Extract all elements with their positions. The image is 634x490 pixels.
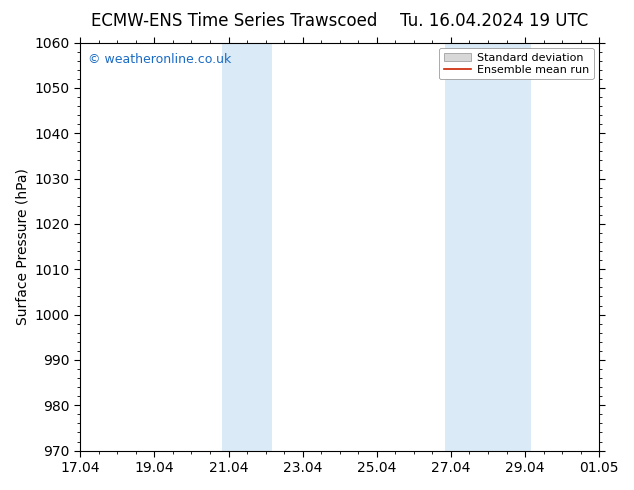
Text: Tu. 16.04.2024 19 UTC: Tu. 16.04.2024 19 UTC xyxy=(401,12,588,30)
Legend: Standard deviation, Ensemble mean run: Standard deviation, Ensemble mean run xyxy=(439,48,593,79)
Y-axis label: Surface Pressure (hPa): Surface Pressure (hPa) xyxy=(15,168,29,325)
Text: © weatheronline.co.uk: © weatheronline.co.uk xyxy=(88,53,231,66)
Text: ECMW-ENS Time Series Trawscoed: ECMW-ENS Time Series Trawscoed xyxy=(91,12,378,30)
Bar xyxy=(444,43,531,451)
Bar xyxy=(222,43,272,451)
